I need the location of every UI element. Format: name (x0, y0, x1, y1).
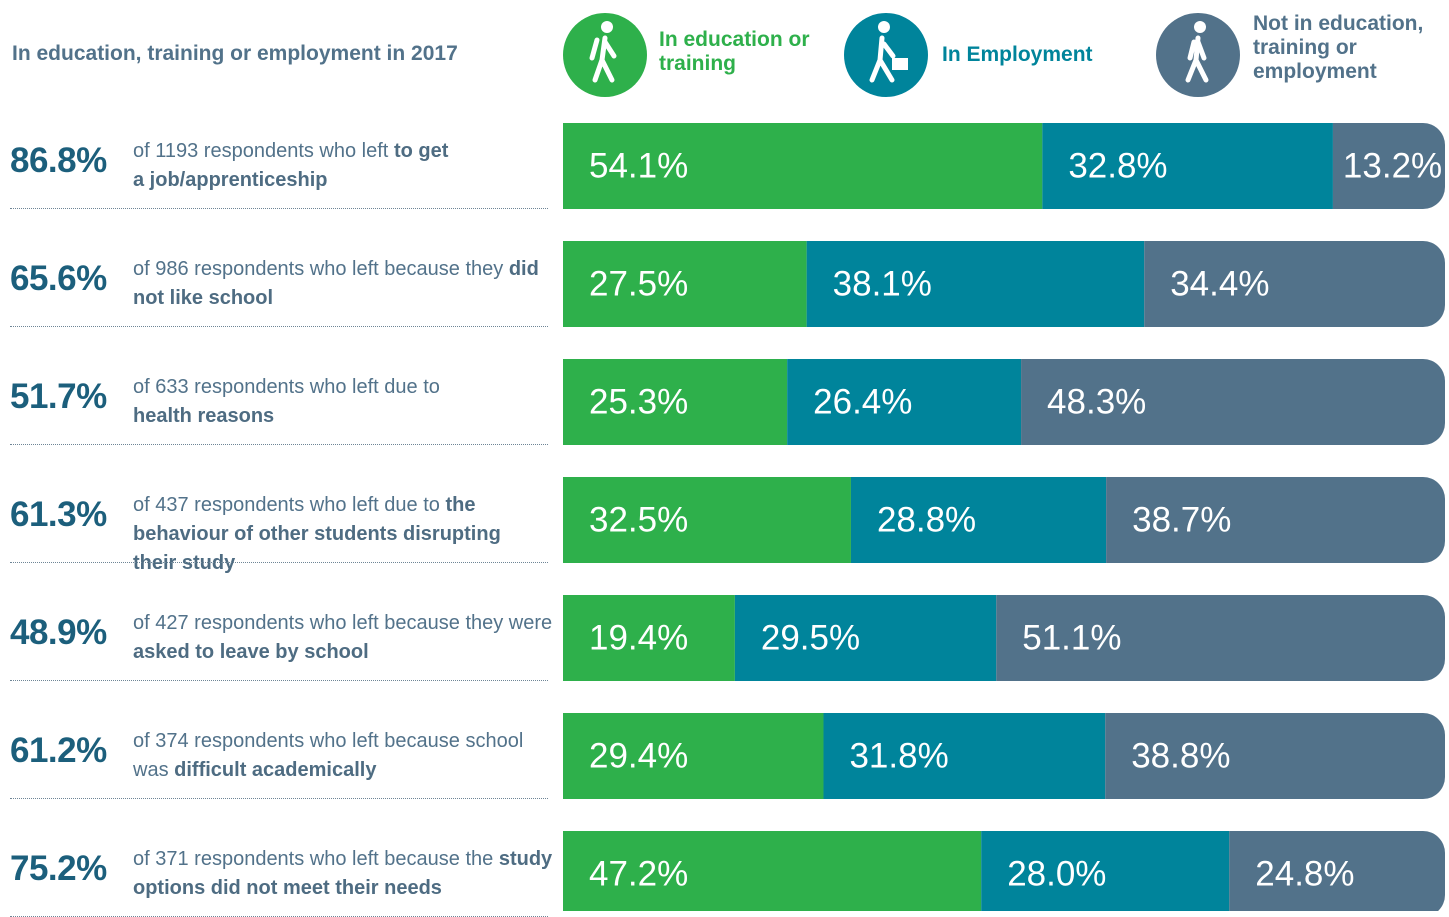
row-share: 65.6% (10, 259, 107, 298)
row-label: of 427 respondents who left because they… (133, 609, 553, 667)
row-separator (10, 208, 548, 209)
row-separator (10, 326, 548, 327)
value-label: 32.5% (589, 500, 688, 539)
value-label: 28.8% (877, 500, 976, 539)
row-label: of 633 respondents who left due to healt… (133, 373, 493, 431)
legend-label: Not in education, training or employment (1253, 12, 1424, 83)
value-label: 51.1% (1022, 618, 1121, 657)
bar-row (563, 123, 1445, 209)
value-label: 13.2% (1343, 146, 1442, 185)
bar-segment (563, 477, 851, 563)
row-share: 86.8% (10, 141, 107, 180)
row-emphasis: study options did not meet their needs (133, 848, 553, 899)
row-share: 75.2% (10, 849, 107, 888)
row-emphasis: did not like school (133, 258, 539, 309)
row-text: of 633 respondents who left due to (133, 376, 440, 398)
value-label: 31.8% (849, 736, 948, 775)
row-emphasis: asked to leave by school (133, 641, 369, 663)
row-separator (10, 680, 548, 681)
bar-segment (1042, 123, 1333, 209)
row-emphasis: to get a job/apprenticeship (133, 140, 449, 191)
chart-title: In education, training or employment in … (12, 42, 458, 65)
row-share: 61.2% (10, 731, 107, 770)
bar-row (563, 713, 1445, 799)
row-emphasis: difficult academically (174, 759, 377, 781)
bar-segment (981, 831, 1230, 911)
bar-row (563, 477, 1445, 563)
bar-segment (850, 477, 1107, 563)
value-label: 29.4% (589, 736, 688, 775)
bar-segment (823, 713, 1106, 799)
bar-segment (1332, 123, 1445, 209)
row-text: of 1193 respondents who left (133, 140, 389, 162)
value-label: 19.4% (589, 618, 688, 657)
value-label: 29.5% (761, 618, 860, 657)
row-emphasis: the behaviour of other students disrupti… (133, 494, 501, 574)
bar-row (563, 241, 1445, 327)
bar-row (563, 831, 1445, 911)
bar-segment (734, 595, 997, 681)
row-label: of 374 respondents who left because scho… (133, 727, 553, 785)
row-text: of 371 respondents who left because the (133, 848, 494, 870)
value-label: 48.3% (1047, 382, 1146, 421)
value-label: 38.1% (833, 264, 932, 303)
legend-label: In Employment (942, 43, 1093, 66)
row-label: of 437 respondents who left due to the b… (133, 491, 503, 578)
bar-segment (1106, 477, 1445, 563)
value-label: 26.4% (813, 382, 912, 421)
bar-segment (1105, 713, 1445, 799)
bar-segment (563, 359, 788, 445)
row-text: of 986 respondents who left because they (133, 258, 504, 280)
bar-segment (563, 595, 735, 681)
value-label: 34.4% (1170, 264, 1269, 303)
value-label: 32.8% (1068, 146, 1167, 185)
bar-segment (787, 359, 1022, 445)
bar-segment (996, 595, 1445, 681)
row-separator (10, 562, 548, 563)
row-text: of 427 respondents who left because they… (133, 612, 553, 634)
bar-segment (1021, 359, 1445, 445)
value-label: 47.2% (589, 854, 688, 893)
value-label: 54.1% (589, 146, 688, 185)
value-label: 28.0% (1007, 854, 1106, 893)
value-label: 38.7% (1132, 500, 1231, 539)
bar-segment (563, 241, 807, 327)
row-emphasis: health reasons (133, 405, 275, 427)
row-share: 51.7% (10, 377, 107, 416)
legend-label: In education or training (659, 28, 810, 75)
bar-row (563, 359, 1445, 445)
legend-icon (563, 13, 1240, 97)
bar-row (563, 595, 1445, 681)
row-label: of 1193 respondents who left to get a jo… (133, 137, 453, 195)
bar-segment (806, 241, 1145, 327)
bar-segment (563, 123, 1043, 209)
row-label: of 986 respondents who left because they… (133, 255, 553, 313)
value-label: 27.5% (589, 264, 688, 303)
value-label: 38.8% (1131, 736, 1230, 775)
row-separator (10, 444, 548, 445)
row-label: of 371 respondents who left because the … (133, 845, 553, 903)
bar-segment (563, 713, 824, 799)
row-text: of 374 respondents who left because scho… (133, 730, 524, 781)
row-share: 48.9% (10, 613, 107, 652)
row-separator (10, 798, 548, 799)
bar-segment (563, 831, 982, 911)
row-share: 61.3% (10, 495, 107, 534)
row-text: of 437 respondents who left due to (133, 494, 440, 516)
bar-segment (1229, 831, 1445, 911)
bar-segment (1144, 241, 1445, 327)
value-label: 24.8% (1255, 854, 1354, 893)
value-label: 25.3% (589, 382, 688, 421)
